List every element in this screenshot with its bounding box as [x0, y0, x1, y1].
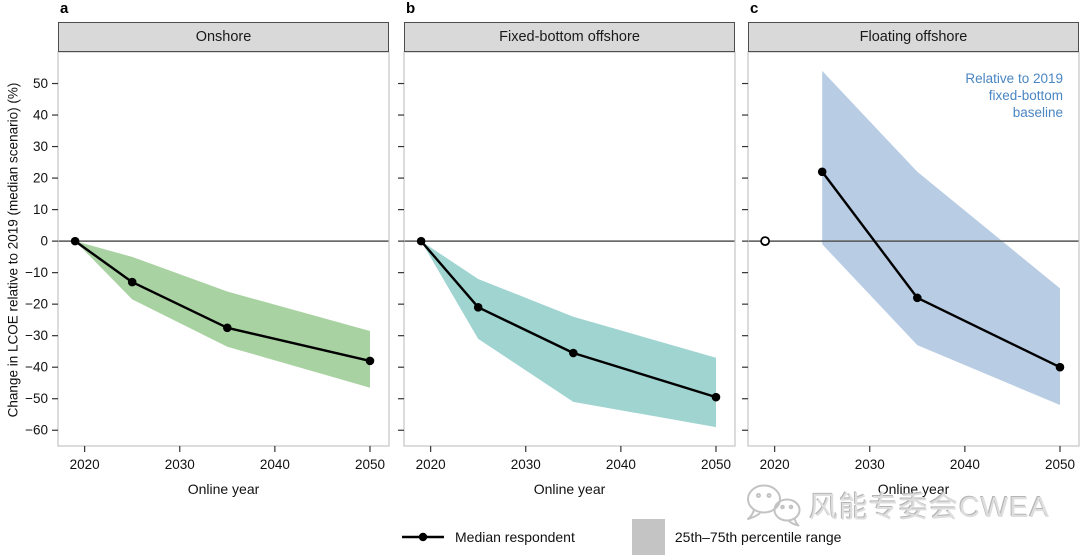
- chart-legend: Median respondent 25th–75th percentile r…: [401, 517, 841, 557]
- median-point: [913, 293, 922, 303]
- y-tick-label: −20: [25, 297, 48, 312]
- median-point: [416, 236, 426, 246]
- median-line-symbol: [402, 532, 444, 542]
- x-tick-label: 2040: [606, 457, 636, 472]
- x-tick-label: 2050: [1045, 457, 1075, 472]
- x-tick-label: 2040: [950, 457, 980, 472]
- baseline-annotation: baseline: [1013, 105, 1063, 120]
- x-tick-label: 2030: [165, 457, 195, 472]
- x-tick-label: 2030: [855, 457, 885, 472]
- x-axis-label: Online year: [188, 481, 260, 497]
- panel-b: 2020 2030 2040 2050 Online year: [398, 51, 736, 497]
- legend-label-median: Median respondent: [455, 529, 575, 545]
- legend-label-percentile: 25th–75th percentile range: [674, 529, 842, 545]
- y-tick-label: −60: [25, 423, 48, 438]
- baseline-open-point: [760, 236, 771, 247]
- legend-item-percentile: 25th–75th percentile range: [631, 519, 842, 555]
- x-axis-label: Online year: [534, 481, 606, 497]
- median-point: [473, 303, 483, 312]
- percentile-band: [75, 241, 370, 388]
- percentile-band: [822, 70, 1060, 406]
- median-point: [223, 323, 232, 333]
- median-point: [1055, 362, 1065, 372]
- panel-border: [403, 51, 736, 447]
- watermark: 风能专委会CWEA: [744, 482, 1050, 528]
- y-tick-label: 10: [33, 202, 48, 217]
- y-tick-label: −30: [25, 328, 48, 343]
- panel-header-floating: Floating offshore: [748, 22, 1079, 52]
- watermark-text: 风能专委会CWEA: [808, 492, 1050, 524]
- panel-a: 50 40 30 20 10 0 −10 −20 −30 −40 −50 −60 2020 2030 204…: [25, 51, 390, 497]
- legend-item-median: Median respondent: [401, 529, 575, 545]
- x-tick-label: 2040: [260, 457, 290, 472]
- x-tick-label: 2020: [416, 457, 446, 472]
- x-tick-label: 2030: [511, 457, 541, 472]
- median-line: [74, 240, 371, 363]
- median-line: [420, 240, 717, 399]
- y-tick-label: −10: [25, 265, 48, 280]
- baseline-annotation: Relative to 2019: [965, 71, 1063, 86]
- y-tick-label: 30: [33, 139, 48, 154]
- median-point: [817, 167, 827, 177]
- panel-header-onshore: Onshore: [58, 22, 389, 52]
- y-tick-label: 0: [40, 234, 48, 249]
- x-axis-label: Online year: [878, 481, 950, 497]
- median-point: [127, 277, 137, 287]
- x-tick-label: 2020: [760, 457, 790, 472]
- panel-border: [747, 51, 1080, 447]
- y-tick-label: −50: [25, 391, 48, 406]
- panel-c: 2020 2030 2040 2050 Online year Relative to 2…: [742, 51, 1080, 497]
- panel-label-c: c: [750, 0, 759, 17]
- panel-label-a: a: [60, 0, 69, 17]
- median-point: [365, 356, 375, 366]
- median-point: [569, 348, 578, 358]
- y-tick-label: −40: [25, 360, 48, 375]
- median-point: [70, 236, 80, 246]
- percentile-band-swatch: [631, 519, 665, 555]
- percentile-band: [421, 241, 716, 428]
- median-point: [711, 392, 721, 402]
- y-tick-label: 40: [33, 108, 48, 123]
- wechat-icon: [746, 484, 801, 527]
- y-tick-label: 20: [33, 171, 48, 186]
- x-tick-label: 2020: [70, 457, 100, 472]
- panel-label-b: b: [406, 0, 416, 17]
- x-tick-label: 2050: [701, 457, 731, 472]
- y-tick-label: 50: [33, 76, 48, 91]
- panel-header-fixed-bottom: Fixed-bottom offshore: [404, 22, 735, 52]
- x-tick-label: 2050: [355, 457, 385, 472]
- baseline-annotation: fixed-bottom: [989, 88, 1063, 103]
- panel-border: [57, 51, 390, 447]
